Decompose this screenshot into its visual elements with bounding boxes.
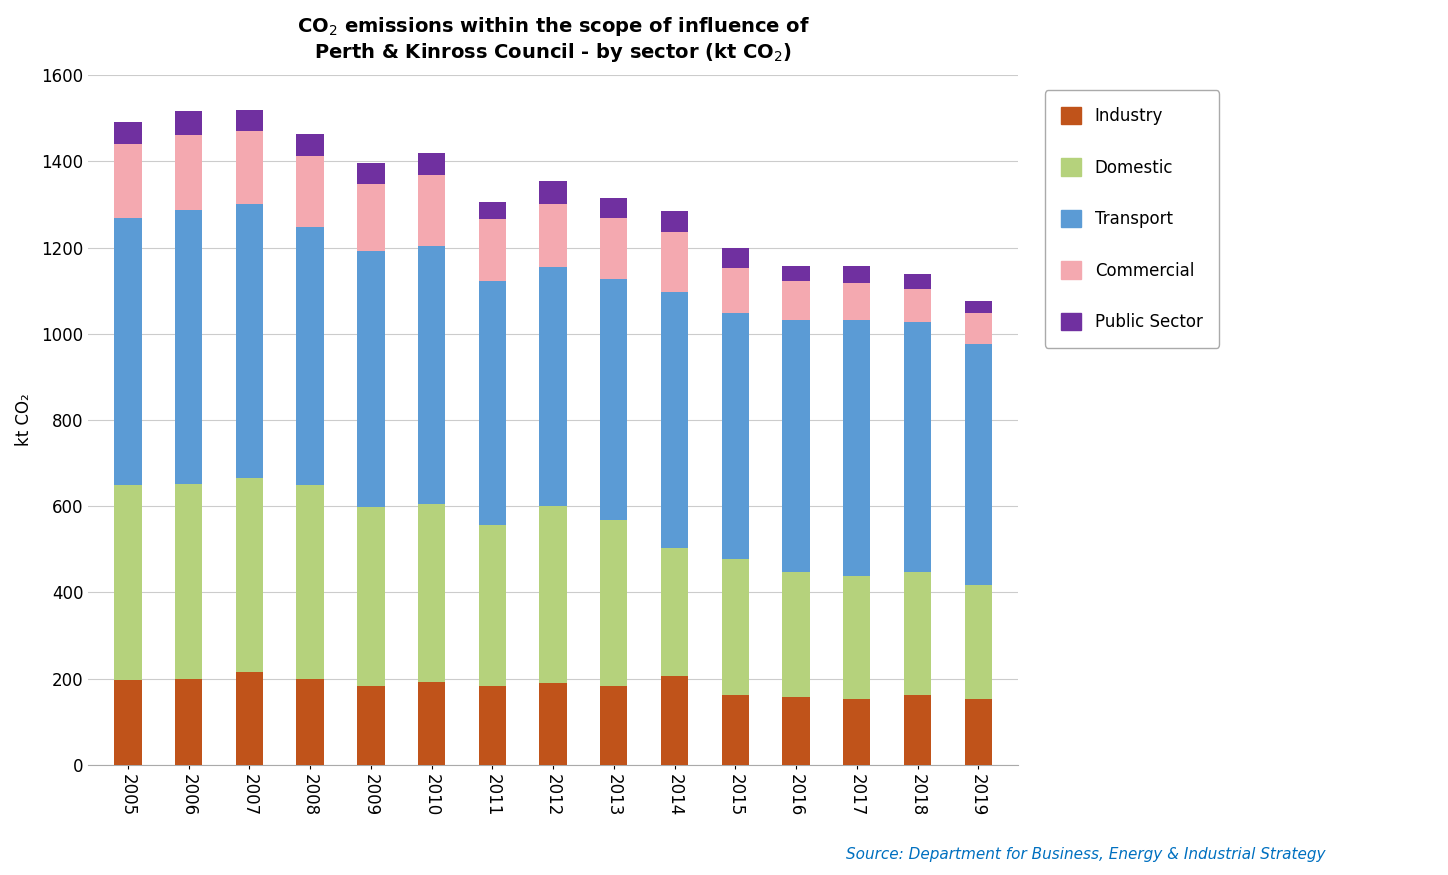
- Bar: [540, 506, 566, 682]
- Bar: [599, 686, 627, 765]
- Bar: [782, 697, 809, 765]
- Bar: [418, 505, 446, 682]
- Bar: [297, 680, 324, 765]
- Bar: [721, 695, 749, 765]
- Bar: [540, 181, 566, 205]
- Bar: [358, 507, 385, 686]
- Bar: [904, 290, 931, 322]
- Bar: [114, 485, 142, 680]
- Bar: [358, 184, 385, 250]
- Bar: [599, 218, 627, 278]
- Bar: [599, 198, 627, 218]
- Bar: [904, 322, 931, 571]
- Text: Source: Department for Business, Energy & Industrial Strategy: Source: Department for Business, Energy …: [846, 847, 1326, 862]
- Bar: [297, 486, 324, 680]
- Bar: [418, 175, 446, 246]
- Bar: [358, 250, 385, 507]
- Bar: [540, 267, 566, 506]
- Bar: [843, 284, 870, 320]
- Bar: [175, 111, 203, 135]
- Bar: [721, 248, 749, 268]
- Bar: [297, 227, 324, 486]
- Bar: [479, 686, 505, 765]
- Bar: [964, 344, 992, 585]
- Bar: [660, 232, 688, 292]
- Bar: [843, 266, 870, 284]
- Bar: [660, 549, 688, 676]
- Bar: [904, 274, 931, 290]
- Bar: [721, 268, 749, 313]
- Bar: [175, 135, 203, 210]
- Bar: [236, 109, 264, 131]
- Y-axis label: kt CO₂: kt CO₂: [14, 394, 33, 446]
- Bar: [599, 278, 627, 520]
- Bar: [660, 292, 688, 549]
- Bar: [479, 202, 505, 219]
- Bar: [175, 679, 203, 765]
- Bar: [964, 585, 992, 699]
- Bar: [175, 210, 203, 484]
- Bar: [236, 205, 264, 478]
- Bar: [358, 686, 385, 765]
- Bar: [782, 320, 809, 572]
- Bar: [782, 266, 809, 281]
- Bar: [479, 281, 505, 525]
- Bar: [964, 699, 992, 765]
- Bar: [782, 572, 809, 697]
- Bar: [479, 219, 505, 281]
- Bar: [843, 577, 870, 699]
- Bar: [782, 281, 809, 320]
- Bar: [904, 695, 931, 765]
- Bar: [721, 559, 749, 695]
- Bar: [114, 144, 142, 218]
- Bar: [297, 156, 324, 227]
- Bar: [843, 320, 870, 577]
- Bar: [236, 478, 264, 672]
- Bar: [175, 484, 203, 679]
- Bar: [843, 699, 870, 765]
- Bar: [418, 153, 446, 175]
- Bar: [236, 131, 264, 205]
- Bar: [964, 313, 992, 344]
- Bar: [418, 682, 446, 765]
- Bar: [297, 134, 324, 156]
- Bar: [236, 672, 264, 765]
- Bar: [660, 211, 688, 232]
- Bar: [721, 313, 749, 559]
- Bar: [114, 122, 142, 144]
- Bar: [358, 163, 385, 184]
- Bar: [540, 682, 566, 765]
- Bar: [599, 520, 627, 686]
- Bar: [904, 571, 931, 695]
- Bar: [114, 218, 142, 485]
- Title: CO$_2$ emissions within the scope of influence of
Perth & Kinross Council - by s: CO$_2$ emissions within the scope of inf…: [297, 15, 809, 65]
- Legend: Industry, Domestic, Transport, Commercial, Public Sector: Industry, Domestic, Transport, Commercia…: [1044, 90, 1219, 347]
- Bar: [114, 680, 142, 765]
- Bar: [964, 300, 992, 313]
- Bar: [479, 525, 505, 686]
- Bar: [418, 246, 446, 505]
- Bar: [660, 676, 688, 765]
- Bar: [540, 205, 566, 267]
